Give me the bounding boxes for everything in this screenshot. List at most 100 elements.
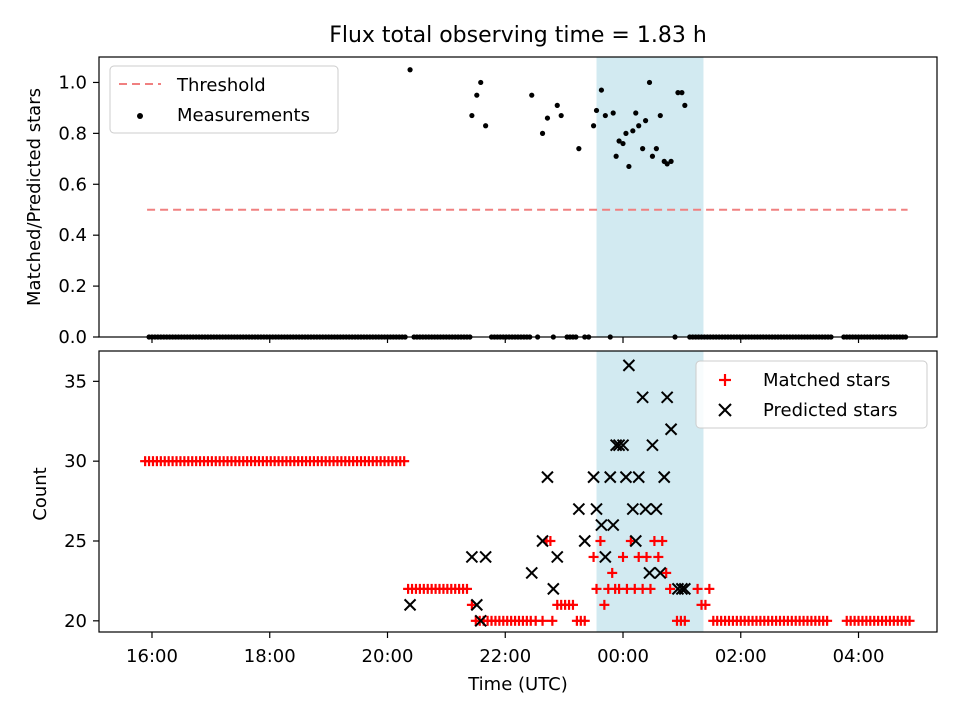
measurement-point <box>664 161 670 167</box>
measurement-point <box>633 110 639 116</box>
matched-star-point <box>665 583 676 594</box>
measurement-point <box>682 102 688 108</box>
legend-threshold-label: Threshold <box>176 75 266 96</box>
bottom-panel: 16:00 18:00 20:00 22:00 00:00 02:00 04:00 20 25 3… <box>30 350 938 695</box>
x-tick-label: 00:00 <box>597 646 649 667</box>
bottom-legend-box <box>695 360 928 429</box>
matched-star-point <box>545 535 556 546</box>
measurement-point <box>620 140 626 147</box>
bottom-y-tick-label: 20 <box>64 611 87 632</box>
predicted-star-point <box>578 534 591 548</box>
matched-star-point <box>537 615 548 626</box>
measurement-point <box>590 123 597 129</box>
matched-star-point <box>595 535 606 546</box>
predicted-star-point <box>587 470 600 484</box>
predicted-star-point <box>572 502 586 516</box>
predicted-star-point <box>675 582 689 596</box>
matched-star-point <box>700 599 711 610</box>
measurement-point <box>616 138 622 144</box>
top-y-tick-label: 0.0 <box>58 327 87 348</box>
matched-star-point <box>692 583 703 594</box>
measurement-point <box>623 130 629 136</box>
top-panel-highlight-span <box>596 57 704 337</box>
chart-title: Flux total observing time = 1.83 h <box>329 23 707 48</box>
matched-star-point <box>399 456 410 467</box>
predicted-star-point <box>551 550 564 564</box>
predicted-star-point <box>639 502 652 516</box>
measurement-point <box>602 112 608 119</box>
matched-star-point <box>679 615 690 626</box>
x-tick-label: 20:00 <box>362 646 414 667</box>
matched-star-point <box>591 583 602 594</box>
x-tick-label: 18:00 <box>244 646 296 667</box>
predicted-star-point <box>658 470 671 484</box>
measurement-point <box>679 90 685 96</box>
matched-star-point <box>547 615 558 626</box>
measurement-point <box>642 118 649 124</box>
predicted-star-point <box>599 550 612 564</box>
measurement-point <box>668 158 674 164</box>
measurement-point <box>626 163 632 170</box>
measurement-point <box>675 90 681 96</box>
matched-star-point <box>822 615 833 626</box>
matched-star-point <box>567 599 578 610</box>
predicted-star-point <box>636 391 649 404</box>
predicted-star-point <box>622 359 636 372</box>
measurement-point <box>649 153 656 159</box>
measurement-point <box>593 107 600 114</box>
measurement-point <box>610 110 616 116</box>
predicted-star-point <box>650 502 663 516</box>
legend-matched-swatch <box>719 374 731 386</box>
matched-star-point <box>461 583 472 594</box>
top-y-tick-label: 0.6 <box>58 174 87 195</box>
x-tick-label: 04:00 <box>833 646 885 667</box>
top-y-axis-label: Matched/Predicted stars <box>24 88 45 306</box>
predicted-star-point <box>403 598 417 612</box>
measurement-point <box>474 92 480 98</box>
measurement-point <box>598 87 605 93</box>
predicted-star-point <box>470 598 484 612</box>
legend-predicted-label: Predicted stars <box>763 400 897 421</box>
x-tick-label: 22:00 <box>479 646 531 667</box>
measurement-point <box>657 112 663 119</box>
measurement-point <box>478 79 484 86</box>
measurement-point <box>646 79 653 86</box>
x-tick-label: 16:00 <box>126 646 178 667</box>
predicted-star-point <box>479 550 492 564</box>
top-y-tick-label: 0.2 <box>58 276 87 297</box>
matched-star-point <box>661 567 672 578</box>
matched-star-point <box>625 535 636 546</box>
measurement-point <box>407 67 413 73</box>
predicted-star-point <box>590 502 603 516</box>
bottom-legend: Matched stars Predicted stars <box>695 360 928 429</box>
matched-star-point <box>657 535 668 546</box>
top-panel: 0.0 0.2 0.4 0.6 0.8 1.0 Matched/Predicted sta… <box>24 56 938 348</box>
measurement-point <box>630 128 636 134</box>
x-axis-label: Time (UTC) <box>467 674 568 695</box>
matched-star-point <box>904 615 915 626</box>
predicted-star-point <box>643 566 656 580</box>
matched-star-point <box>599 599 610 610</box>
measurement-point <box>613 153 619 159</box>
matched-star-point <box>588 551 599 562</box>
predicted-star-point <box>646 438 659 452</box>
legend-measurements-label: Measurements <box>177 105 310 126</box>
matched-star-point <box>618 551 629 562</box>
predicted-star-point <box>536 534 549 548</box>
measurement-point <box>544 115 551 121</box>
predicted-star-point <box>664 423 678 436</box>
predicted-star-point <box>604 470 617 484</box>
measurement-point <box>469 112 475 119</box>
legend-measurement-swatch <box>137 113 143 119</box>
x-tick-label: 02:00 <box>715 646 767 667</box>
predicted-star-point <box>612 438 626 452</box>
matched-star-point <box>607 567 618 578</box>
predicted-star-point <box>632 470 645 484</box>
predicted-star-point <box>547 582 560 596</box>
matched-star-point <box>653 551 664 562</box>
bottom-y-axis-label: Count <box>30 467 51 520</box>
predicted-star-point <box>619 470 633 484</box>
bottom-y-tick-label: 25 <box>64 531 87 552</box>
measurement-point <box>554 102 560 108</box>
predicted-star-point <box>525 566 538 580</box>
